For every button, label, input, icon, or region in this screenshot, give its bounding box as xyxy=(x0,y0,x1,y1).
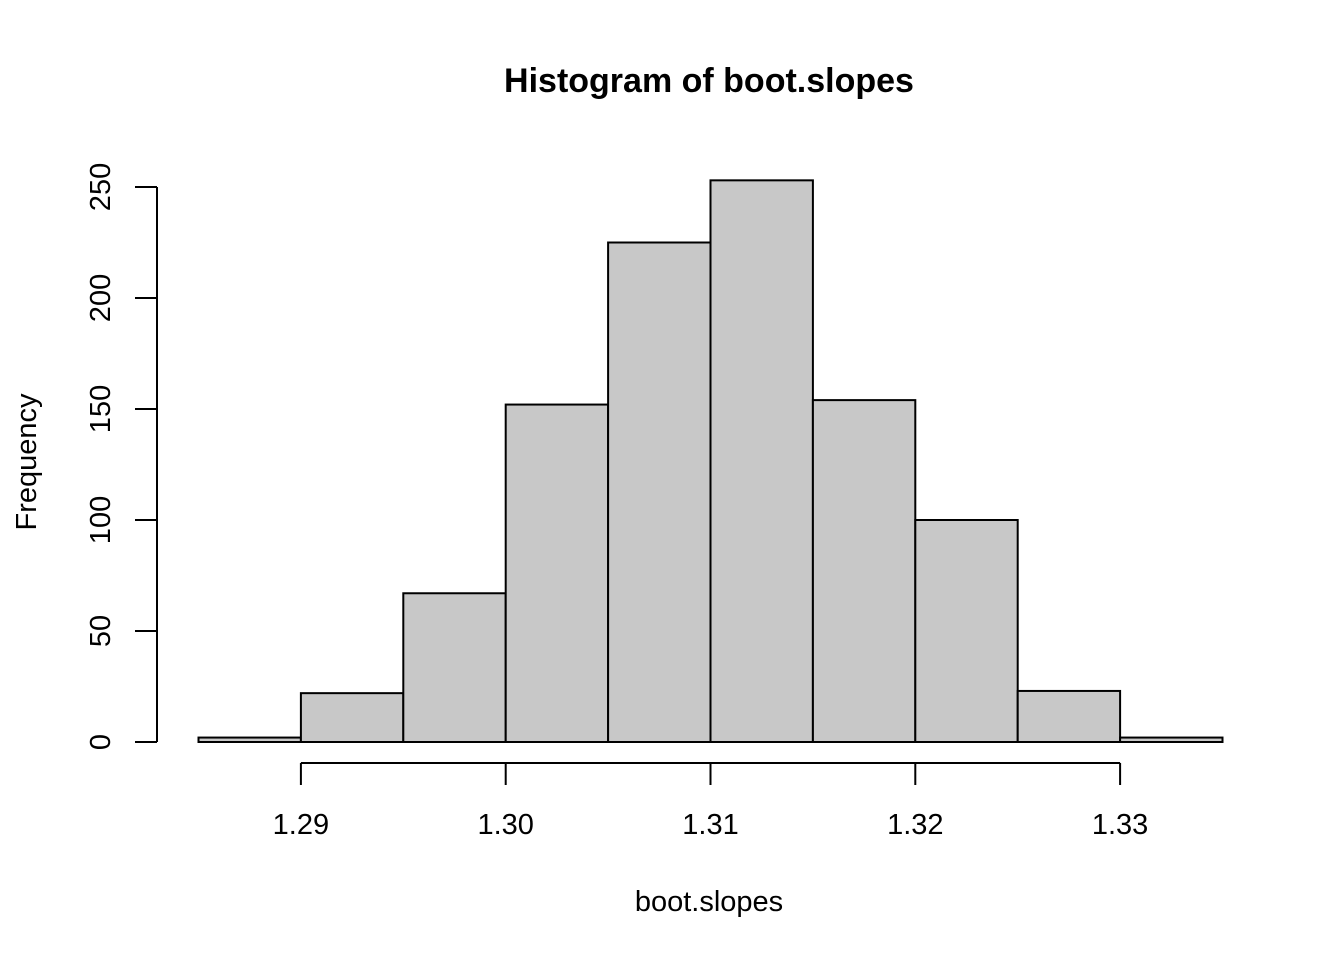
histogram-bar xyxy=(1119,736,1224,743)
x-axis: 1.29 1.30 1.31 1.32 1.33 xyxy=(273,762,1148,841)
y-tick-label: 0 xyxy=(85,734,117,750)
histogram-bar xyxy=(709,179,814,743)
histogram-bar xyxy=(1016,689,1122,744)
histogram-bar xyxy=(607,241,712,743)
y-tick-label: 250 xyxy=(85,163,117,211)
histogram-bar xyxy=(914,519,1019,743)
y-tick-label: 150 xyxy=(85,385,117,433)
x-tick-label: 1.30 xyxy=(477,809,533,841)
histogram-bar xyxy=(299,692,405,743)
x-axis-label: boot.slopes xyxy=(635,886,783,918)
histogram-bar xyxy=(197,736,302,743)
x-tick-label: 1.32 xyxy=(887,809,943,841)
histogram-bar xyxy=(811,399,917,743)
histogram-bar xyxy=(504,403,610,743)
y-axis-label: Frequency xyxy=(11,393,43,531)
chart-title: Histogram of boot.slopes xyxy=(504,62,914,100)
histogram-bar xyxy=(402,592,507,744)
bars-group xyxy=(197,179,1224,744)
x-tick-label: 1.29 xyxy=(273,809,329,841)
y-tick-label: 100 xyxy=(85,496,117,544)
y-tick-label: 200 xyxy=(85,274,117,322)
x-tick-label: 1.33 xyxy=(1092,809,1148,841)
y-tick-label: 50 xyxy=(85,615,117,647)
x-tick-label: 1.31 xyxy=(682,809,738,841)
y-axis: 0 50 100 150 200 250 xyxy=(85,163,158,750)
